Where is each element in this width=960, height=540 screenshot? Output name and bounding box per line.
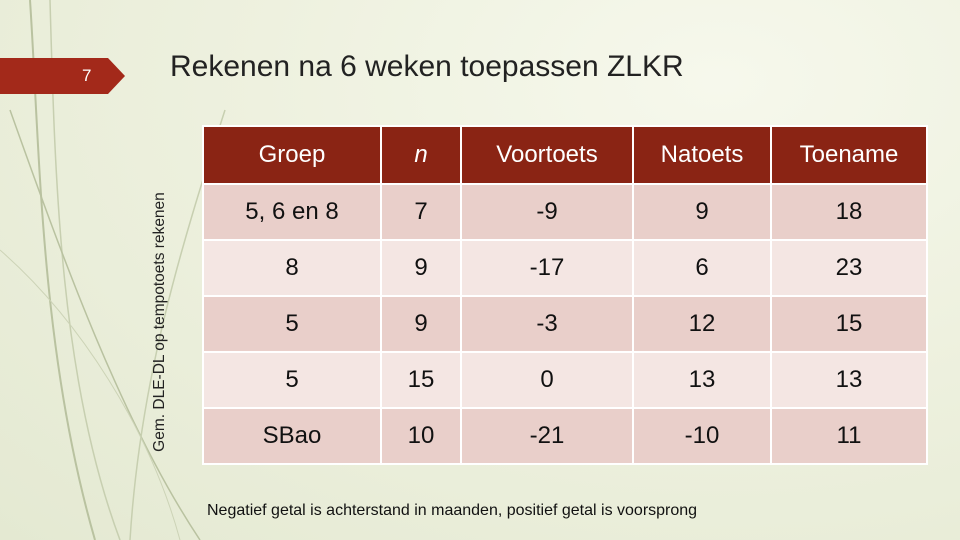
slide-number-tab (0, 58, 125, 94)
table-row: SBao 10 -21 -10 11 (202, 407, 928, 465)
table-cell: 5 (202, 351, 382, 409)
table-cell: 23 (770, 239, 928, 297)
table-cell: -21 (460, 407, 634, 465)
slide-number: 7 (82, 66, 92, 85)
table-cell: 11 (770, 407, 928, 465)
table-row: 8 9 -17 6 23 (202, 239, 928, 297)
table-cell: 13 (632, 351, 772, 409)
header-cell: Natoets (632, 125, 772, 185)
table-cell: 9 (380, 239, 462, 297)
table-cell: -10 (632, 407, 772, 465)
table-cell: -3 (460, 295, 634, 353)
header-cell: Voortoets (460, 125, 634, 185)
table-cell: 7 (380, 183, 462, 241)
header-row: Groep n Voortoets Natoets Toename (202, 125, 928, 185)
table-cell: -17 (460, 239, 634, 297)
table-cell: 8 (202, 239, 382, 297)
header-cell: Toename (770, 125, 928, 185)
table-row: 5, 6 en 8 7 -9 9 18 (202, 183, 928, 241)
table-cell: 15 (380, 351, 462, 409)
table-row: 5 15 0 13 13 (202, 351, 928, 409)
table-cell: 6 (632, 239, 772, 297)
table-cell: 5, 6 en 8 (202, 183, 382, 241)
table-cell: 5 (202, 295, 382, 353)
table-cell: 12 (632, 295, 772, 353)
table-cell: SBao (202, 407, 382, 465)
table-cell: 9 (632, 183, 772, 241)
table-cell: 18 (770, 183, 928, 241)
table-cell: 10 (380, 407, 462, 465)
header-cell: Groep (202, 125, 382, 185)
slide-title: Rekenen na 6 weken toepassen ZLKR (170, 50, 684, 83)
table-cell: 0 (460, 351, 634, 409)
axis-label: Gem. DLE-DL op tempotoets rekenen (151, 192, 168, 452)
table-cell: 15 (770, 295, 928, 353)
table-cell: 9 (380, 295, 462, 353)
table-row: 5 9 -3 12 15 (202, 295, 928, 353)
table-cell: 13 (770, 351, 928, 409)
table-cell: -9 (460, 183, 634, 241)
header-cell: n (380, 125, 462, 185)
footnote: Negatief getal is achterstand in maanden… (207, 502, 698, 519)
